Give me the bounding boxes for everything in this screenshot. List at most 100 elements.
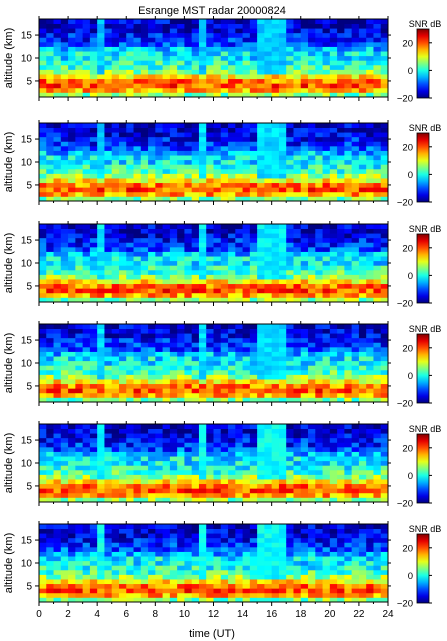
heatmap-cell (242, 19, 251, 24)
heatmap-cell (126, 346, 134, 352)
heatmap-cell (148, 442, 156, 448)
heatmap-cell (97, 569, 105, 575)
heatmap-cell (300, 228, 309, 234)
heatmap-cell (308, 269, 316, 275)
heatmap-cell (133, 78, 142, 84)
heatmap-cell (351, 141, 360, 147)
heatmap-cell (104, 574, 113, 580)
heatmap-cell (198, 187, 207, 193)
heatmap-cell (39, 342, 47, 348)
heatmap-cell (308, 251, 316, 257)
heatmap-cell (97, 288, 105, 294)
heatmap-cell (184, 346, 193, 352)
heatmap-cell (322, 356, 331, 362)
heatmap-cell (337, 155, 345, 161)
heatmap-cell (264, 237, 273, 243)
heatmap-cell (82, 46, 91, 52)
heatmap-cell (60, 588, 69, 594)
heatmap-cell (46, 469, 54, 475)
heatmap-cell (97, 64, 105, 70)
heatmap-cell (220, 274, 229, 280)
heatmap-cell (373, 256, 382, 262)
heatmap-cell (97, 374, 105, 380)
heatmap-cell (257, 150, 265, 156)
heatmap-cell (286, 60, 294, 66)
heatmap-cell (373, 178, 382, 184)
heatmap-cell (148, 279, 156, 285)
heatmap-cell (97, 256, 105, 262)
heatmap-cell (235, 92, 243, 98)
heatmap-cell (249, 537, 258, 543)
heatmap-cell (155, 437, 163, 443)
heatmap-cell (286, 569, 294, 575)
heatmap-cell (118, 433, 127, 439)
heatmap-cell (206, 592, 214, 598)
heatmap-cell (213, 69, 222, 75)
heatmap-cell (220, 46, 229, 52)
heatmap-cell (264, 460, 273, 466)
heatmap-cell (293, 542, 302, 548)
heatmap-cell (177, 196, 185, 202)
heatmap-cell (315, 265, 323, 271)
heatmap-cell (249, 574, 258, 580)
heatmap-cell (104, 141, 113, 147)
heatmap-cell (300, 173, 309, 179)
heatmap-cell (293, 374, 302, 380)
heatmap-cell (155, 60, 163, 66)
heatmap-cell (242, 196, 251, 202)
heatmap-cell (337, 374, 345, 380)
heatmap-cell (293, 28, 302, 34)
heatmap-cell (46, 242, 54, 248)
heatmap-cell (191, 446, 200, 452)
heatmap-cell (351, 224, 360, 229)
heatmap-cell (68, 528, 76, 534)
heatmap-cell (235, 333, 243, 339)
heatmap-cell (257, 19, 265, 24)
heatmap-cell (126, 579, 134, 585)
heatmap-cell (220, 369, 229, 375)
heatmap-cell (133, 446, 142, 452)
heatmap-cell (148, 537, 156, 543)
heatmap-cell (235, 132, 243, 138)
heatmap-cell (242, 560, 251, 566)
y-tick-label: 5 (26, 481, 32, 492)
heatmap-cell (286, 583, 294, 589)
heatmap-cell (235, 37, 243, 43)
heatmap-cell (235, 483, 243, 489)
heatmap-cell (60, 337, 69, 343)
heatmap-cell (169, 428, 178, 434)
heatmap-cell (75, 437, 84, 443)
heatmap-cell (315, 23, 323, 29)
heatmap-cell (191, 178, 200, 184)
heatmap-cell (228, 64, 236, 70)
heatmap-cell (337, 196, 345, 202)
heatmap-cell (162, 588, 171, 594)
heatmap-cell (82, 388, 91, 394)
heatmap-cell (249, 351, 258, 357)
heatmap-cell (380, 224, 389, 229)
heatmap-cell (89, 279, 98, 285)
heatmap-cell (366, 28, 374, 34)
heatmap-cell (126, 224, 134, 229)
heatmap-cell (148, 173, 156, 179)
heatmap-cell (235, 446, 243, 452)
heatmap-cell (228, 546, 236, 552)
heatmap-cell (126, 269, 134, 275)
heatmap-cell (300, 69, 309, 75)
heatmap-cell (118, 69, 127, 75)
heatmap-cell (118, 597, 127, 603)
heatmap-cell (293, 379, 302, 385)
heatmap-cell (39, 442, 47, 448)
heatmap-cell (213, 388, 222, 394)
heatmap-cell (344, 369, 353, 375)
heatmap-cell (213, 136, 222, 142)
heatmap-cell (351, 328, 360, 334)
heatmap-cell (337, 356, 345, 362)
heatmap-cell (89, 150, 98, 156)
heatmap-cell (89, 488, 98, 494)
heatmap-cell (278, 479, 287, 485)
heatmap-cell (293, 269, 302, 275)
heatmap-cell (46, 127, 54, 133)
heatmap-cell (358, 141, 367, 147)
heatmap-cell (53, 360, 62, 366)
